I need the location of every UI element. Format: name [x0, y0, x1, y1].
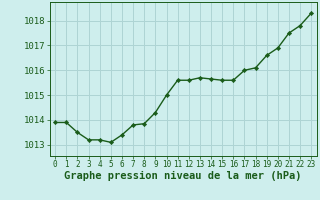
X-axis label: Graphe pression niveau de la mer (hPa): Graphe pression niveau de la mer (hPa) — [64, 171, 302, 181]
